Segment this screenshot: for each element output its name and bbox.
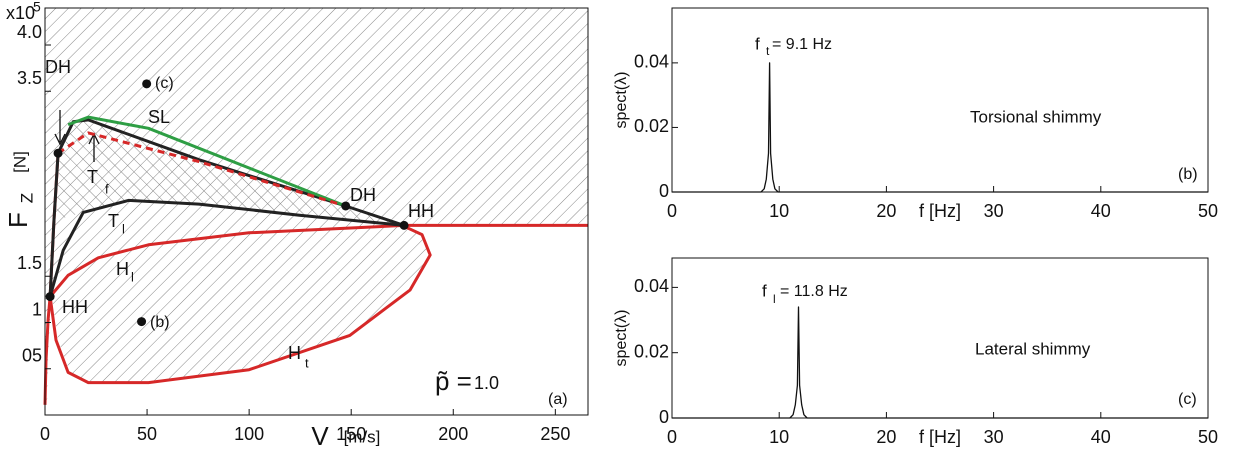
clear-region [45, 226, 588, 415]
x-tick-label: 20 [876, 201, 896, 221]
plot-frame [671, 7, 1209, 193]
annotation: Lateral shimmy [975, 339, 1091, 358]
annotation: l [773, 292, 776, 306]
annotation: l [131, 269, 134, 284]
y-tick-label: 0 [659, 181, 669, 201]
plot-frame [671, 257, 1209, 419]
annotation: DH [350, 185, 376, 205]
x-tick-label: 250 [540, 424, 570, 444]
y-label-sub: Z [17, 193, 36, 203]
x-label-unit: [m/s] [344, 427, 381, 446]
point [142, 79, 152, 89]
x-tick-label: 50 [1198, 201, 1218, 221]
curve [672, 62, 1208, 193]
x-tick-label: 200 [438, 424, 468, 444]
annotation: = 9.1 Hz [772, 36, 832, 53]
y-label: spect(λ) [613, 310, 630, 367]
x-tick-label: 30 [984, 201, 1004, 221]
x-tick-label: 20 [876, 427, 896, 447]
x-tick-label: 100 [234, 424, 264, 444]
x-label: f [Hz] [919, 427, 961, 447]
x-tick-label: 150 [336, 424, 366, 444]
point [53, 148, 63, 158]
annotation: HH [408, 201, 434, 221]
x-tick-label: 30 [984, 427, 1004, 447]
y-tick-label: 1 [32, 299, 42, 319]
y-tick-label: 4.0 [17, 22, 42, 42]
annotation: T [108, 211, 119, 231]
annotation: f [755, 34, 760, 53]
annotation: t [305, 355, 309, 370]
curve [48, 224, 432, 385]
annotation: (c) [1178, 391, 1197, 408]
curve [48, 198, 405, 298]
x-label: V [311, 421, 329, 451]
annotation: t [766, 44, 770, 58]
y-tick-label: 0.04 [634, 276, 669, 296]
annotation: f [762, 281, 767, 300]
annotation: T [87, 167, 98, 187]
annotation: H [116, 259, 129, 279]
annotation: (b) [1178, 166, 1198, 183]
curve [57, 131, 347, 208]
y-tick-label: 0.02 [634, 116, 669, 136]
annotation: l [122, 221, 125, 236]
curve [43, 223, 588, 405]
y-label-unit: [N] [10, 151, 29, 173]
annotation: p̃ = [435, 366, 472, 396]
y-tick-label: 05 [22, 346, 42, 366]
y-multiplier: x10 [6, 3, 35, 23]
y-tick-label: 3.5 [17, 68, 42, 88]
x-tick-label: 50 [1198, 427, 1218, 447]
y-tick-label: 0.04 [634, 52, 669, 72]
point [45, 292, 55, 302]
y-label: spect(λ) [613, 72, 630, 129]
x-tick-label: 0 [667, 201, 677, 221]
annotation: H [288, 343, 301, 363]
annotation: (c) [155, 75, 174, 92]
curve [672, 306, 1208, 419]
y-label: F [3, 212, 33, 228]
point [399, 220, 409, 230]
arrow-head [54, 133, 66, 146]
point [341, 201, 351, 211]
annotation: (a) [548, 391, 568, 408]
annotation: HH [62, 297, 88, 317]
annotation: (b) [150, 314, 170, 331]
annotation: f [105, 181, 109, 196]
x-tick-label: 40 [1091, 201, 1111, 221]
x-tick-label: 10 [769, 427, 789, 447]
annotation: DH [45, 57, 71, 77]
y-exponent: 5 [33, 0, 41, 15]
plot-frame [44, 7, 589, 416]
curve [67, 115, 347, 208]
y-tick-label: 1.5 [17, 253, 42, 273]
annotation: Torsional shimmy [970, 107, 1102, 126]
annotation: 1.0 [474, 373, 499, 393]
x-tick-label: 50 [137, 424, 157, 444]
x-tick-label: 40 [1091, 427, 1111, 447]
x-tick-label: 10 [769, 201, 789, 221]
point [137, 317, 147, 327]
y-tick-label: 0.02 [634, 341, 669, 361]
x-tick-label: 0 [40, 424, 50, 444]
x-tick-label: 0 [667, 427, 677, 447]
annotation: = 11.8 Hz [780, 283, 848, 300]
y-tick-label: 0 [659, 407, 669, 427]
annotation: SL [148, 107, 170, 127]
x-label: f [Hz] [919, 201, 961, 221]
